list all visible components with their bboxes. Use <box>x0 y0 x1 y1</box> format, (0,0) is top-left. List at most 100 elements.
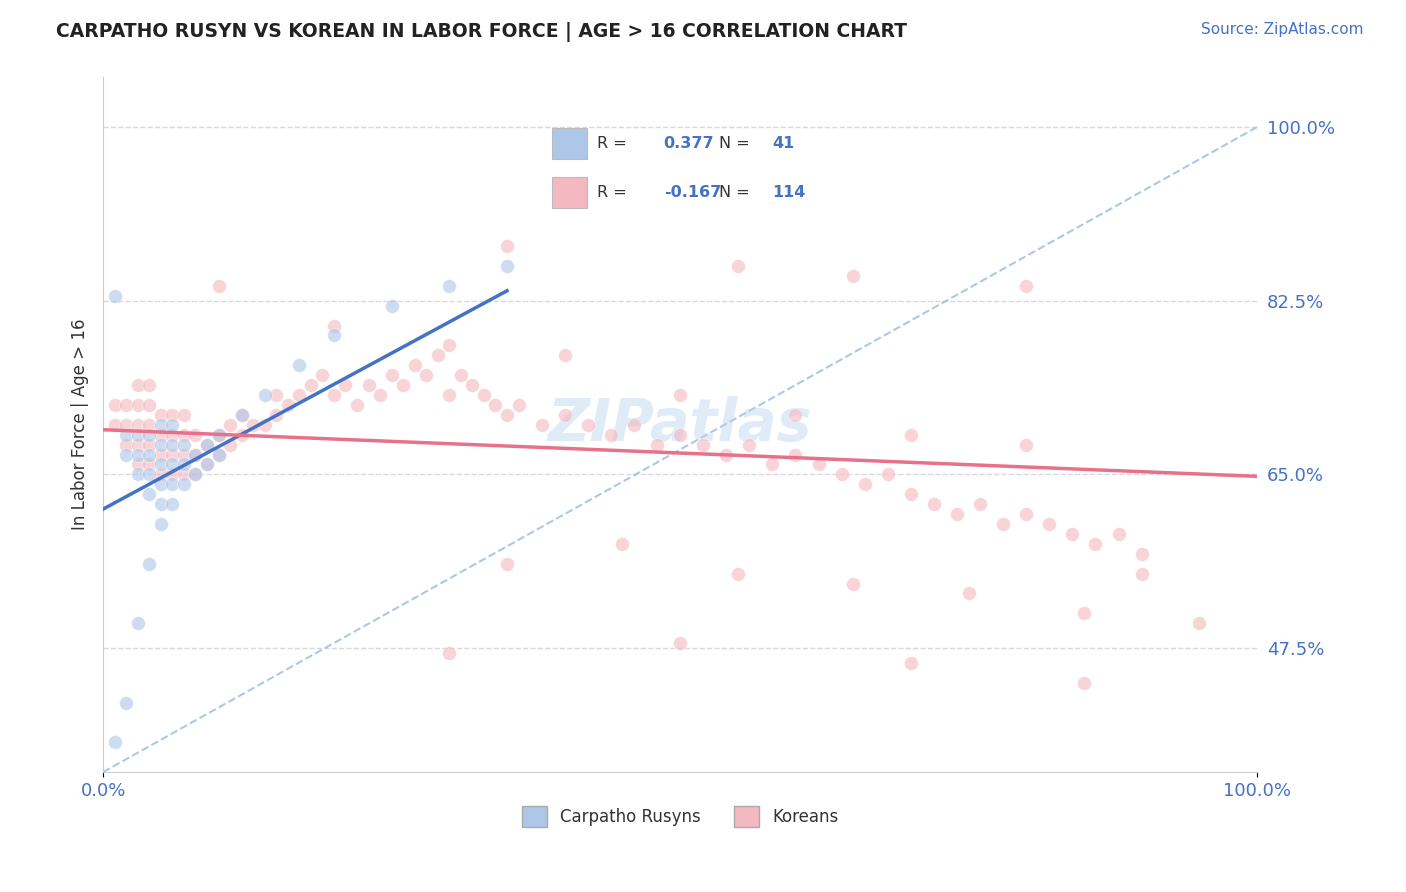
Point <box>115 696 138 710</box>
Point <box>692 437 714 451</box>
Point <box>138 557 160 571</box>
Point <box>508 398 530 412</box>
Point <box>900 427 922 442</box>
Point <box>127 448 149 462</box>
Point <box>149 497 172 511</box>
Point <box>207 448 229 462</box>
Point <box>162 477 184 491</box>
Point <box>104 417 127 432</box>
Text: CARPATHO RUSYN VS KOREAN IN LABOR FORCE | AGE > 16 CORRELATION CHART: CARPATHO RUSYN VS KOREAN IN LABOR FORCE … <box>56 22 907 42</box>
Point <box>669 427 692 442</box>
Point <box>127 458 149 472</box>
Point <box>162 437 184 451</box>
Point <box>645 437 668 451</box>
Point <box>1188 616 1211 631</box>
Point <box>299 378 322 392</box>
Point <box>554 408 576 422</box>
Point <box>264 408 287 422</box>
Point <box>381 299 404 313</box>
Point <box>195 437 218 451</box>
Point <box>807 458 830 472</box>
Point <box>1015 437 1038 451</box>
Point <box>876 467 898 482</box>
Point <box>184 467 207 482</box>
Text: Source: ZipAtlas.com: Source: ZipAtlas.com <box>1201 22 1364 37</box>
Point <box>207 278 229 293</box>
Point <box>138 467 160 482</box>
Point <box>138 427 160 442</box>
Point <box>415 368 437 383</box>
Point <box>1015 278 1038 293</box>
Point <box>195 458 218 472</box>
Point <box>1073 607 1095 621</box>
Point <box>484 398 506 412</box>
Point <box>173 427 195 442</box>
Point <box>576 417 599 432</box>
Point <box>149 427 172 442</box>
Point <box>127 417 149 432</box>
Point <box>842 576 865 591</box>
Point <box>184 448 207 462</box>
Point <box>115 427 138 442</box>
Point <box>727 259 749 273</box>
Point <box>149 467 172 482</box>
Point <box>104 735 127 749</box>
Point <box>461 378 484 392</box>
Legend: Carpatho Rusyns, Koreans: Carpatho Rusyns, Koreans <box>515 799 845 833</box>
Point <box>368 388 391 402</box>
Point <box>346 398 368 412</box>
Point <box>231 408 253 422</box>
Point <box>219 417 242 432</box>
Point <box>785 408 807 422</box>
Point <box>1073 675 1095 690</box>
Point <box>761 458 783 472</box>
Point <box>149 458 172 472</box>
Point <box>138 378 160 392</box>
Point <box>149 516 172 531</box>
Point <box>946 507 969 521</box>
Point <box>669 388 692 402</box>
Point <box>496 557 519 571</box>
Point <box>785 448 807 462</box>
Point <box>242 417 264 432</box>
Point <box>450 368 472 383</box>
Point <box>127 437 149 451</box>
Point <box>162 467 184 482</box>
Point <box>1015 507 1038 521</box>
Point <box>104 398 127 412</box>
Point <box>311 368 333 383</box>
Point <box>115 417 138 432</box>
Point <box>162 417 184 432</box>
Point <box>991 516 1014 531</box>
Point <box>381 368 404 383</box>
Point <box>727 566 749 581</box>
Point <box>439 388 461 402</box>
Point <box>842 268 865 283</box>
Point <box>149 417 172 432</box>
Point <box>162 497 184 511</box>
Point <box>127 427 149 442</box>
Point <box>623 417 645 432</box>
Point <box>173 477 195 491</box>
Point <box>900 656 922 670</box>
Point <box>957 586 980 600</box>
Point <box>219 437 242 451</box>
Point <box>322 318 344 333</box>
Point <box>162 448 184 462</box>
Point <box>138 448 160 462</box>
Point <box>138 437 160 451</box>
Point <box>104 289 127 303</box>
Point <box>1062 527 1084 541</box>
Point <box>115 437 138 451</box>
Point <box>1130 547 1153 561</box>
Point <box>288 388 311 402</box>
Text: ZIPatlas: ZIPatlas <box>548 396 813 453</box>
Point <box>149 448 172 462</box>
Point <box>162 408 184 422</box>
Point <box>496 408 519 422</box>
Point <box>335 378 357 392</box>
Point <box>127 398 149 412</box>
Point <box>472 388 495 402</box>
Point <box>195 458 218 472</box>
Point <box>138 398 160 412</box>
